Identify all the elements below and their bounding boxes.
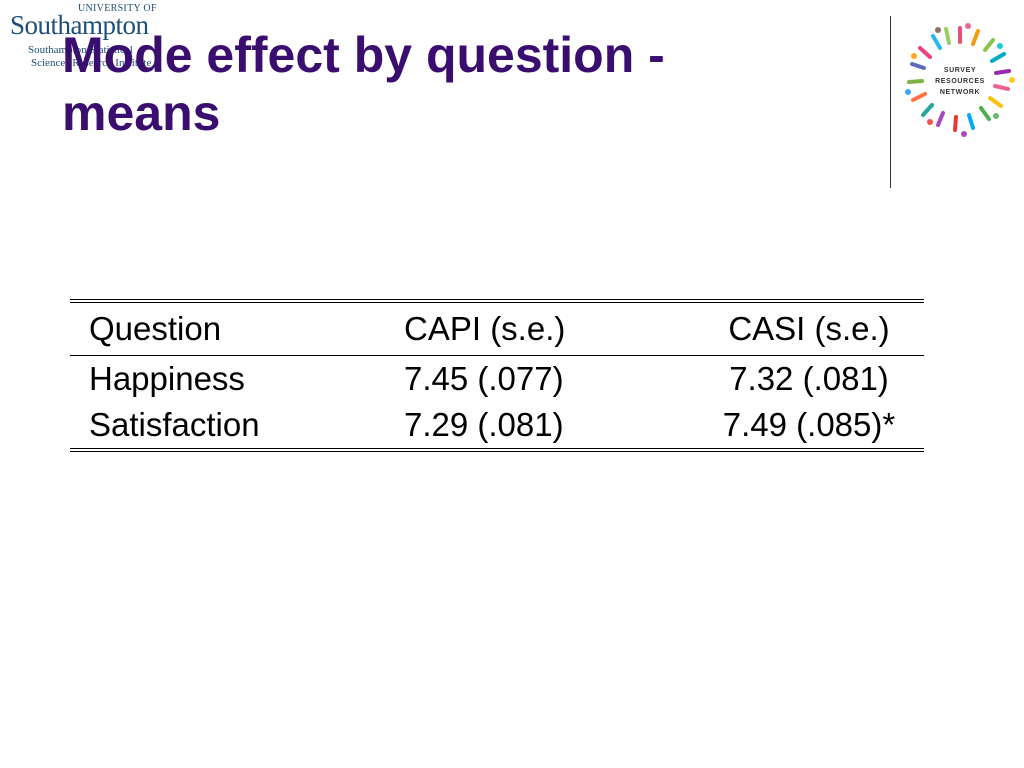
mode-effect-table: Question CAPI (s.e.) CASI (s.e.) Happine… <box>70 299 924 452</box>
university-name: Southampton <box>10 10 149 40</box>
row-capi-value: 7.45 (.077) <box>404 360 564 397</box>
table-row: Satisfaction 7.29 (.081) 7.49 (.085)* <box>70 402 924 450</box>
university-logo: UNIVERSITY OF Southampton Southampton St… <box>6 2 196 72</box>
university-small-text: UNIVERSITY OF <box>78 3 157 14</box>
header-casi: CASI (s.e.) <box>694 301 924 356</box>
header-divider <box>890 16 891 188</box>
row-capi-value: 7.29 (.081) <box>404 406 564 443</box>
srn-line-network: NETWORK <box>939 89 981 96</box>
srn-line-survey: SURVEY <box>943 67 977 74</box>
srn-logo-graphic <box>905 23 1015 137</box>
institute-line-2: Sciences Research Institute <box>31 57 152 69</box>
survey-resources-network-logo: SURVEY RESOURCES NETWORK <box>900 18 1020 144</box>
row-question: Happiness <box>89 360 245 397</box>
srn-logo-text: SURVEY RESOURCES NETWORK <box>900 65 1020 98</box>
row-casi-value: 7.49 (.085)* <box>722 406 896 443</box>
table-row: Happiness 7.45 (.077) 7.32 (.081) <box>70 356 924 403</box>
row-casi-value: 7.32 (.081) <box>729 360 889 397</box>
srn-line-resources: RESOURCES <box>935 78 985 85</box>
header-capi: CAPI (s.e.) <box>382 301 694 356</box>
row-question: Satisfaction <box>89 406 260 443</box>
header-question: Question <box>70 301 382 356</box>
institute-line-1: Southampton Statistical <box>28 44 133 56</box>
table-header-row: Question CAPI (s.e.) CASI (s.e.) <box>70 301 924 356</box>
slide-title: Mode effect by question - means <box>62 27 665 141</box>
